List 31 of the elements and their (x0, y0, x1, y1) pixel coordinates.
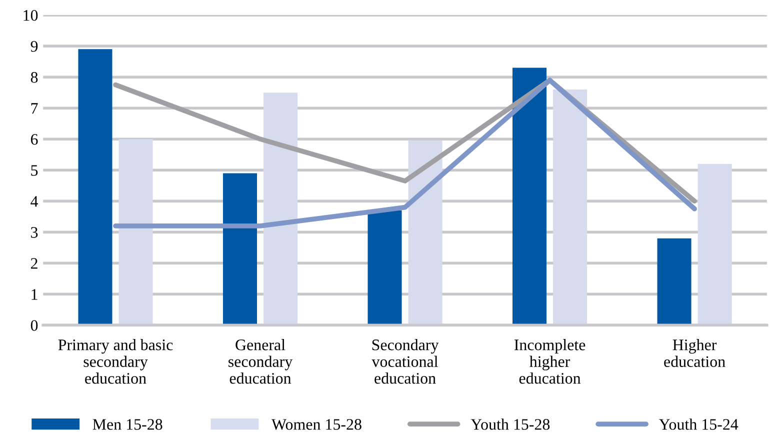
y-tick-label: 10 (24, 10, 38, 21)
x-tick-label: Higher education (664, 339, 726, 368)
legend-label: Youth 15-24 (658, 418, 738, 430)
bar (657, 238, 692, 326)
x-tick-label: Secondary vocational education (372, 339, 439, 384)
line-series (113, 78, 697, 228)
bar (264, 92, 298, 326)
bar (512, 68, 547, 326)
y-tick-label: 4 (30, 196, 38, 207)
x-tick-label: Primary and basic secondary education (58, 339, 173, 384)
bar (78, 49, 112, 326)
y-tick-label: 8 (30, 72, 38, 83)
bar (118, 139, 153, 326)
y-tick-label: 1 (32, 289, 38, 300)
legend-label: Youth 15-28 (470, 418, 550, 430)
bar (408, 140, 442, 326)
bar (698, 164, 732, 326)
legend-label: Men 15-28 (92, 419, 162, 430)
bar (222, 173, 258, 326)
y-tick-label: 2 (30, 258, 38, 269)
x-tick-label: General secondary education (228, 339, 293, 384)
y-tick-label: 9 (30, 41, 38, 52)
y-tick-label: 6 (30, 134, 38, 145)
x-tick-label: Incomplete higher education (514, 339, 586, 384)
y-tick-label: 5 (31, 165, 38, 176)
bar (368, 210, 402, 326)
legend-label: Women 15-28 (271, 419, 362, 430)
bar (553, 89, 588, 326)
y-tick-label: 7 (31, 103, 38, 114)
y-tick-label: 0 (30, 320, 38, 331)
y-tick-label: 3 (31, 227, 38, 238)
